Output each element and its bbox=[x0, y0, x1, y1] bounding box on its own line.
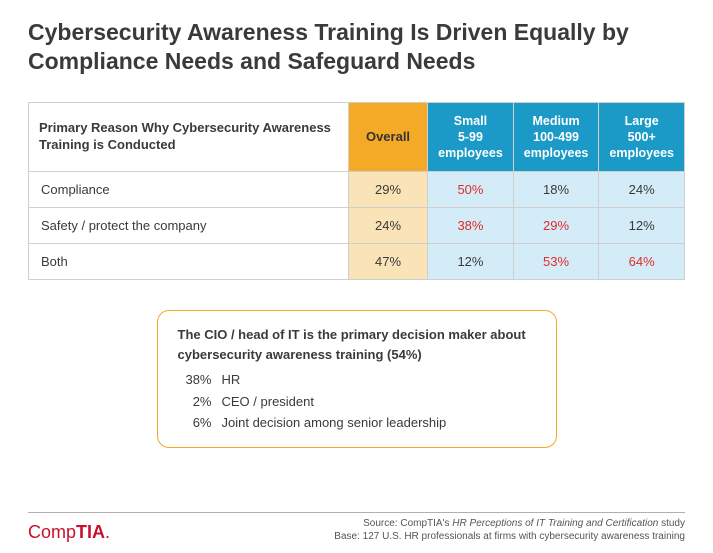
cell-overall: 47% bbox=[348, 244, 427, 280]
callout-pct: 38% bbox=[178, 370, 212, 390]
source-text: Source: CompTIA's HR Perceptions of IT T… bbox=[334, 517, 685, 543]
cell-size: 64% bbox=[599, 244, 685, 280]
row-label: Compliance bbox=[29, 172, 349, 208]
callout-pct: 6% bbox=[178, 413, 212, 433]
callout-item: 2% CEO / president bbox=[178, 392, 536, 412]
page-title: Cybersecurity Awareness Training Is Driv… bbox=[28, 18, 685, 76]
table-row: Compliance29%50%18%24% bbox=[29, 172, 685, 208]
row-header-title: Primary Reason Why Cybersecurity Awarene… bbox=[29, 102, 349, 172]
table-row: Both47%12%53%64% bbox=[29, 244, 685, 280]
cell-size: 53% bbox=[513, 244, 599, 280]
callout-label: Joint decision among senior leadership bbox=[222, 413, 447, 433]
callout-lead: The CIO / head of IT is the primary deci… bbox=[178, 325, 536, 364]
callout-box: The CIO / head of IT is the primary deci… bbox=[157, 310, 557, 448]
cell-overall: 29% bbox=[348, 172, 427, 208]
callout-item: 38% HR bbox=[178, 370, 536, 390]
cell-size: 24% bbox=[599, 172, 685, 208]
cell-size: 12% bbox=[599, 208, 685, 244]
cell-size: 50% bbox=[428, 172, 514, 208]
row-label: Both bbox=[29, 244, 349, 280]
callout-item: 6% Joint decision among senior leadership bbox=[178, 413, 536, 433]
callout-label: HR bbox=[222, 370, 241, 390]
callout-pct: 2% bbox=[178, 392, 212, 412]
col-small: Small5-99 employees bbox=[428, 102, 514, 172]
reasons-table: Primary Reason Why Cybersecurity Awarene… bbox=[28, 102, 685, 281]
table-row: Safety / protect the company24%38%29%12% bbox=[29, 208, 685, 244]
col-large: Large500+ employees bbox=[599, 102, 685, 172]
cell-size: 29% bbox=[513, 208, 599, 244]
cell-size: 38% bbox=[428, 208, 514, 244]
col-overall: Overall bbox=[348, 102, 427, 172]
cell-size: 18% bbox=[513, 172, 599, 208]
row-label: Safety / protect the company bbox=[29, 208, 349, 244]
comptia-logo: CompTIA. bbox=[28, 522, 110, 543]
callout-label: CEO / president bbox=[222, 392, 315, 412]
cell-overall: 24% bbox=[348, 208, 427, 244]
footer: CompTIA. Source: CompTIA's HR Perception… bbox=[28, 512, 685, 543]
cell-size: 12% bbox=[428, 244, 514, 280]
col-medium: Medium100-499 employees bbox=[513, 102, 599, 172]
